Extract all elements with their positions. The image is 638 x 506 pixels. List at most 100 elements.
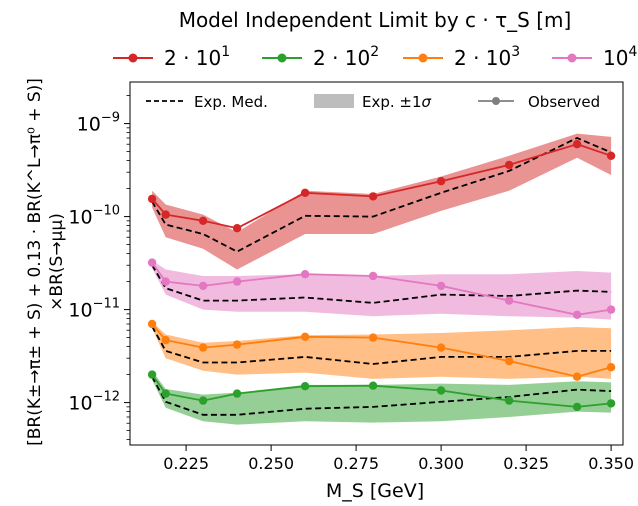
style-legend: Exp. Med. Exp. ±1σ Observed <box>146 93 600 111</box>
legend-series-label-base: 10 <box>603 46 628 70</box>
observed-point-series-1-4 <box>300 382 310 391</box>
observed-point-series-0-9 <box>606 151 616 160</box>
x-tick-label: 0.325 <box>503 454 549 473</box>
legend-band-label-text: Exp. ±1 <box>362 93 422 111</box>
observed-point-series-2-0 <box>147 319 157 329</box>
legend-median-label: Exp. Med. <box>194 93 268 111</box>
legend-series-marker-1 <box>277 53 287 63</box>
observed-line-series-0 <box>151 143 612 230</box>
observed-point-series-1-3 <box>232 389 242 398</box>
median-line-series-1 <box>151 376 612 416</box>
observed-point-series-3-6 <box>436 281 446 291</box>
observed-point-series-3-9 <box>606 305 616 314</box>
observed-point-series-0-7 <box>504 160 514 170</box>
legend-series-label-exp: 3 <box>511 44 520 60</box>
legend-series-label-2: 2 · 103 <box>454 44 520 70</box>
observed-line-series-3 <box>151 262 612 316</box>
y-tick-label-base: 10 <box>68 393 92 415</box>
x-tick-label: 0.350 <box>588 454 634 473</box>
y-tick-label: 10−11 <box>68 297 120 322</box>
legend-series-label-exp: 2 <box>370 44 379 60</box>
y-tick-label-exp: −11 <box>93 297 120 312</box>
observed-point-series-2-1 <box>161 335 170 345</box>
legend-band-label-sigma: σ <box>422 93 432 111</box>
observed-point-series-1-1 <box>161 389 170 398</box>
observed-point-series-2-3 <box>232 340 242 349</box>
band-series-2 <box>152 321 612 379</box>
median-line-series-3 <box>151 264 612 304</box>
observed-point-series-3-7 <box>504 296 514 305</box>
y-axis-label: [BR(K±→π± + S) + 0.13 · BR(K^L→π⁰ + S)] … <box>25 78 67 446</box>
observed-point-series-3-2 <box>198 281 208 291</box>
observed-point-series-2-6 <box>436 343 446 352</box>
series-legend: Model Independent Limit by c · τ_S [m] 2… <box>113 8 637 70</box>
observed-point-series-2-5 <box>368 333 378 342</box>
legend-series-marker-3 <box>567 53 577 63</box>
y-tick-label-exp: −9 <box>101 111 120 126</box>
legend-observed-marker <box>492 97 500 105</box>
y-tick-label-base: 10 <box>77 114 101 136</box>
observed-point-series-0-1 <box>161 210 170 219</box>
observed-point-series-0-4 <box>300 188 310 197</box>
observed-point-series-2-7 <box>504 356 514 366</box>
y-tick-label-exp: −10 <box>93 204 120 219</box>
y-tick-label: 10−12 <box>68 390 120 415</box>
observed-point-series-1-9 <box>606 399 616 408</box>
observed-line-series-1 <box>151 374 612 408</box>
band-series-1 <box>152 370 612 425</box>
y-axis-label-line2: ×BR(S→μμ) <box>47 213 67 311</box>
legend-series-marker-0 <box>128 53 138 63</box>
observed-point-series-2-2 <box>198 343 208 352</box>
legend-series-label-base: 2 · 10 <box>454 46 511 70</box>
observed-point-series-0-5 <box>368 192 378 201</box>
observed-point-series-3-4 <box>300 270 310 279</box>
observed-point-series-2-9 <box>606 363 616 372</box>
y-tick-label: 10−9 <box>77 111 120 136</box>
x-tick-label: 0.300 <box>418 454 464 473</box>
median-line-series-2 <box>151 325 612 365</box>
band-series-3 <box>152 260 612 320</box>
plot-frame <box>129 81 624 446</box>
observed-point-series-0-8 <box>572 140 582 149</box>
legend-band-label: Exp. ±1σ <box>362 93 432 111</box>
observed-point-series-1-0 <box>147 370 157 379</box>
observed-point-series-1-5 <box>368 381 378 390</box>
legend-observed-label: Observed <box>528 93 600 111</box>
x-tick-label: 0.225 <box>163 454 209 473</box>
legend-title: Model Independent Limit by c · τ_S [m] <box>179 8 572 32</box>
legend-series-label-base: 2 · 10 <box>313 46 370 70</box>
observed-point-series-0-3 <box>232 224 242 233</box>
observed-point-series-2-8 <box>572 372 582 381</box>
legend-series-label-base: 2 · 10 <box>164 46 221 70</box>
y-tick-label: 10−10 <box>68 204 120 229</box>
y-tick-label-base: 10 <box>68 207 92 229</box>
observed-point-series-1-2 <box>198 396 208 405</box>
x-tick-label: 0.275 <box>333 454 379 473</box>
x-tick-label: 0.250 <box>248 454 294 473</box>
observed-point-series-3-8 <box>572 310 582 319</box>
legend-band-swatch <box>314 94 354 108</box>
observed-point-series-3-3 <box>232 277 242 286</box>
observed-point-series-3-0 <box>147 258 157 267</box>
observed-point-series-1-8 <box>572 402 582 412</box>
observed-point-series-0-2 <box>198 216 208 225</box>
legend-series-label-exp: 4 <box>628 44 637 60</box>
legend-series-marker-2 <box>418 53 428 63</box>
y-tick-label-exp: −12 <box>93 390 120 405</box>
observed-point-series-3-1 <box>161 277 170 286</box>
observed-point-series-0-6 <box>436 177 446 186</box>
legend-series-label-3: 104 <box>603 44 637 70</box>
observed-point-series-1-7 <box>504 396 514 405</box>
observed-point-series-2-4 <box>300 332 310 341</box>
legend-series-label-1: 2 · 102 <box>313 44 379 70</box>
legend-series-label-0: 2 · 101 <box>164 44 230 70</box>
observed-line-series-2 <box>151 323 612 378</box>
x-axis-label: M_S [GeV] <box>326 480 424 502</box>
y-axis-label-line1: [BR(K±→π± + S) + 0.13 · BR(K^L→π⁰ + S)] <box>25 78 45 446</box>
legend-series-label-exp: 1 <box>221 44 230 60</box>
observed-point-series-3-5 <box>368 271 378 281</box>
observed-point-series-1-6 <box>436 386 446 395</box>
y-tick-label-base: 10 <box>68 300 92 322</box>
observed-point-series-0-0 <box>147 194 157 204</box>
